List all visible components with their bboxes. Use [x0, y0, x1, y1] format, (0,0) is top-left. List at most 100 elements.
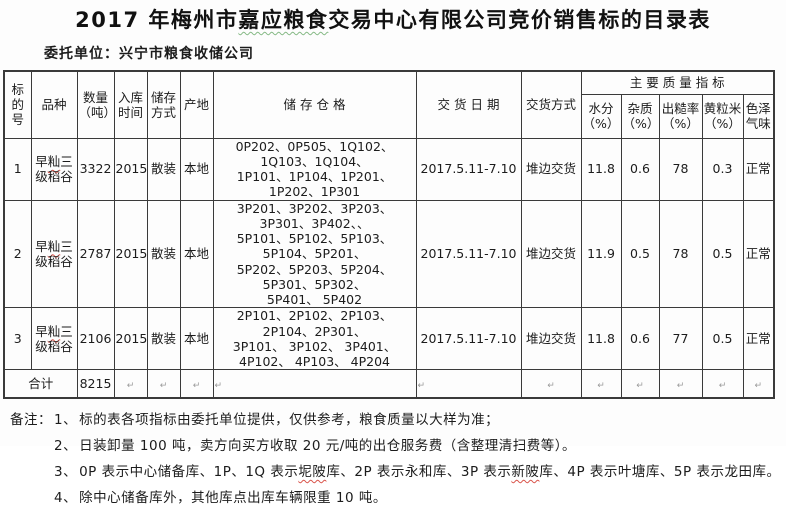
cell-warehouse: 0P202、0P505、1Q102、1Q103、1Q104、 1P101、1P1… — [212, 137, 417, 201]
variety-part-spellcheck: 籼 — [47, 323, 61, 339]
cell-impurity: 0.5 — [620, 199, 660, 309]
entrust-line: 委托单位：兴宁市粮食收储公司 — [44, 43, 786, 63]
cell-moisture: 11.9 — [580, 199, 622, 309]
variety-part: 早 — [35, 238, 48, 254]
hdr-origin: 产地 — [179, 70, 214, 139]
note-text-spellcheck: 坭陂 — [298, 463, 327, 480]
cell-warehouse: 2P101、2P102、2P103、2P104、2P301、 3P101、 3P… — [212, 307, 417, 371]
cell-origin: 本地 — [179, 137, 214, 201]
variety-part: 三级稻谷 — [35, 238, 73, 269]
variety-part: 早 — [35, 153, 48, 169]
cell-color-odor: 正常 — [742, 199, 775, 309]
cell-color-odor: 正常 — [742, 307, 775, 371]
cell-origin: 本地 — [179, 307, 214, 371]
cell-brown-rice-rate: 78 — [658, 199, 703, 309]
header-row-2: 水分 （%） 杂质 （%） 出糙率 （%） 黄粒米 （%） 色泽 气味 — [4, 93, 775, 139]
cell-variety: 早籼三级稻谷 — [30, 137, 78, 201]
total-empty-cell: ↵ — [212, 369, 417, 399]
cell-storage-time: 2015 — [113, 199, 148, 309]
cell-quantity: 2787 — [76, 199, 115, 309]
cell-color-odor: 正常 — [742, 137, 775, 201]
hdr-impurity: 杂质 （%） — [620, 93, 660, 139]
cell-warehouse: 3P201、3P202、3P203、3P301、3P402、、 5P101、5P… — [212, 199, 417, 309]
paragraph-mark: ↵ — [636, 380, 644, 391]
notes-label: 备注： — [10, 411, 52, 428]
hdr-quantity: 数量 （吨） — [76, 70, 115, 139]
cell-yellow-grain: 0.5 — [701, 307, 744, 371]
cell-variety: 早籼三级稻谷 — [30, 199, 78, 309]
paragraph-mark: ↵ — [126, 380, 135, 391]
cell-delivery-method: 堆边交货 — [520, 307, 582, 371]
title-part-1: 2017 年梅州市 — [75, 8, 239, 32]
cell-storage-method: 散装 — [146, 137, 181, 201]
variety-part-spellcheck: 籼 — [47, 153, 61, 169]
cell-impurity: 0.6 — [620, 307, 660, 371]
total-empty-cell: ↵ — [146, 369, 181, 399]
cell-brown-rice-rate: 78 — [658, 137, 703, 201]
hdr-delivery-method: 交货方式 — [520, 70, 582, 139]
cell-yellow-grain: 0.5 — [701, 199, 744, 309]
total-empty-cell: ↵ — [580, 369, 622, 399]
note-number: 1、 — [54, 411, 78, 428]
cell-moisture: 11.8 — [580, 137, 622, 201]
note-text: 0P 表示中心储备库、1P、1Q 表示 — [79, 463, 299, 480]
note-text: 标的表各项指标由委托单位提供，仅供参考，粮食质量以大样为准； — [79, 411, 500, 428]
hdr-color-odor: 色泽 气味 — [742, 93, 775, 139]
hdr-storage-time: 入库 时间 — [113, 70, 148, 139]
total-empty-cell: ↵ — [620, 369, 660, 399]
paragraph-mark: ↵ — [718, 380, 727, 391]
cell-brown-rice-rate: 77 — [658, 307, 703, 371]
variety-part-spellcheck: 籼 — [47, 238, 61, 254]
title-part-2: 交易中心有限公司竞价销售标的目录表 — [328, 8, 711, 32]
cell-delivery-method: 堆边交货 — [520, 137, 582, 201]
total-empty-cell: ↵ — [658, 369, 703, 399]
paragraph-mark: ↵ — [676, 380, 685, 391]
hdr-moisture: 水分 （%） — [580, 93, 622, 139]
cell-storage-time: 2015 — [113, 307, 148, 371]
paragraph-mark: ↵ — [214, 380, 223, 391]
note-text-spellcheck: 新陂 — [511, 463, 540, 480]
notes-section: 备注： 1、 标的表各项指标由委托单位提供，仅供参考，粮食质量以大样为准； 2、日… — [6, 407, 786, 511]
note-text: 库、2P 表示永和库、3P 表示 — [326, 463, 512, 480]
total-empty-cell: ↵ — [520, 369, 582, 399]
catalog-table: 标 的 号 品种 数量 （吨） 入库 时间 储存 方式 产地 储 存 仓 格 交… — [3, 70, 776, 399]
hdr-quality-group: 主 要 质 量 指 标 — [580, 70, 775, 95]
title-part-spellcheck: 嘉应粮食 — [238, 8, 329, 32]
hdr-target-no: 标 的 号 — [3, 70, 32, 139]
paragraph-mark: ↵ — [159, 380, 168, 391]
hdr-brown-rice-rate: 出糙率 （%） — [658, 93, 703, 139]
cell-quantity: 2106 — [76, 307, 115, 371]
hdr-yellow-grain: 黄粒米 （%） — [701, 93, 744, 139]
cell-storage-method: 散装 — [146, 199, 181, 309]
total-empty-cell: ↵ — [701, 369, 744, 399]
variety-part: 三级稻谷 — [35, 323, 73, 354]
cell-delivery-date: 2017.5.11-7.10 — [415, 199, 522, 309]
note-number: 3、 — [54, 463, 78, 480]
paragraph-mark: ↵ — [597, 380, 605, 391]
table-row-3: 3 早籼三级稻谷 2106 2015 散装 本地 2P101、2P102、2P1… — [3, 307, 775, 371]
paragraph-mark: ↵ — [547, 380, 555, 391]
cell-delivery-date: 2017.5.11-7.10 — [415, 137, 522, 201]
total-row: 合计 8215 ↵ ↵ ↵ ↵ ↵ ↵ ↵ ↵ ↵ ↵ ↵ — [3, 369, 775, 399]
cell-storage-method: 散装 — [146, 307, 181, 371]
note-text: 库、4P 表示叶塘库、5P 表示龙田库。 — [539, 463, 781, 480]
total-empty-cell: ↵ — [179, 369, 214, 399]
cell-storage-time: 2015 — [113, 137, 148, 201]
cell-quantity: 3322 — [76, 137, 115, 201]
total-empty-cell: ↵ — [415, 369, 522, 399]
total-empty-cell: ↵ — [742, 369, 775, 399]
cell-origin: 本地 — [179, 199, 214, 309]
hdr-delivery-date: 交 货 日 期 — [415, 70, 522, 139]
hdr-warehouse: 储 存 仓 格 — [212, 70, 417, 139]
total-quantity: 8215 — [76, 369, 115, 399]
note-4: 4、 除中心储备库外，其他库点出库车辆限重 10 吨。 — [6, 485, 786, 511]
note-number: 4、 — [54, 489, 78, 506]
variety-part: 早 — [35, 323, 48, 339]
cell-variety: 早籼三级稻谷 — [30, 307, 78, 371]
document-page: 2017 年梅州市嘉应粮食交易中心有限公司竞价销售标的目录表 委托单位：兴宁市粮… — [3, 8, 786, 506]
cell-target-no: 1 — [3, 137, 32, 201]
total-label: 合计 — [3, 369, 78, 399]
paragraph-mark: ↵ — [192, 380, 201, 391]
note-3: 3、 0P 表示中心储备库、1P、1Q 表示坭陂库、2P 表示永和库、3P 表示新… — [6, 459, 786, 485]
cell-delivery-method: 堆边交货 — [520, 199, 582, 309]
